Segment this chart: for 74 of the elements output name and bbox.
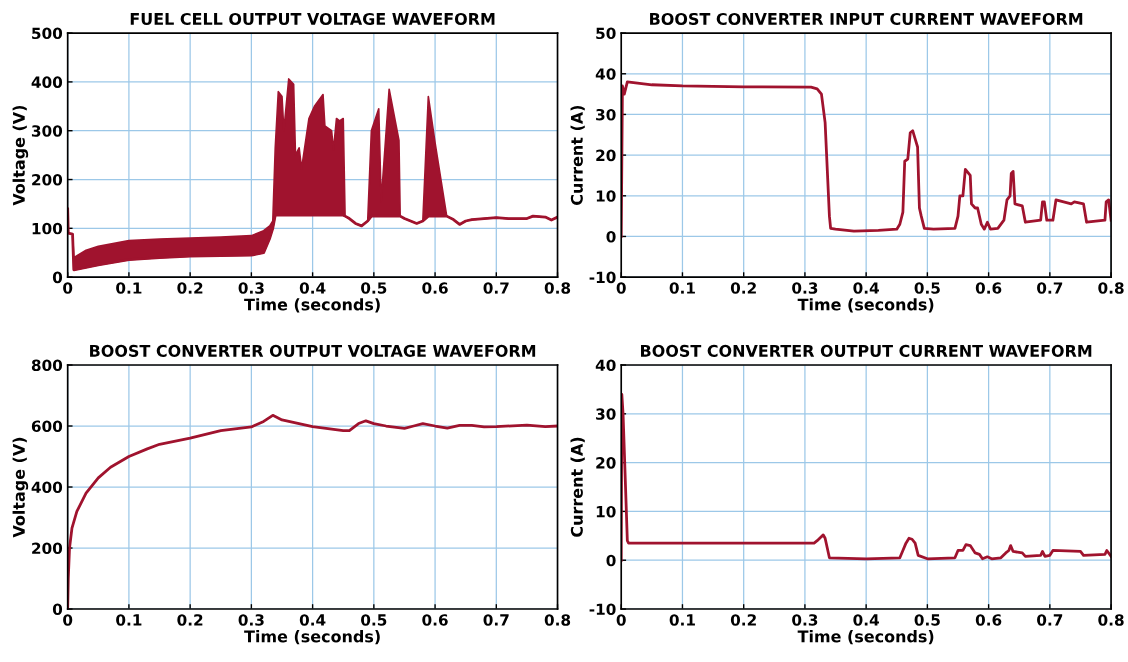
x-tick-label: 0.6	[422, 614, 448, 626]
y-axis-title: Current (A)	[570, 437, 585, 537]
x-axis-title: Time (seconds)	[797, 298, 934, 313]
y-tick-label: 500	[32, 27, 63, 40]
x-tick-label: 0.2	[177, 614, 203, 626]
y-tick-label: 40	[595, 359, 616, 372]
x-tick-label: 0.3	[792, 614, 818, 626]
x-tick-label: 0.7	[1037, 614, 1063, 626]
y-tick-label: 0	[52, 271, 63, 284]
y-tick-label: 30	[596, 408, 616, 420]
x-tick-label: 0	[616, 282, 626, 294]
y-tick-label: 300	[31, 125, 63, 137]
y-axis-title: Voltage (V)	[12, 105, 29, 206]
x-tick-label: 0.3	[792, 282, 818, 294]
line-series	[621, 392, 1112, 562]
line-series	[621, 80, 1112, 238]
y-tick-label: 20	[596, 457, 616, 469]
x-tick-label: 0.2	[177, 282, 203, 294]
chart-title: FUEL CELL OUTPUT VOLTAGE WAVEFORM	[130, 12, 495, 25]
x-tick-label: 0	[63, 614, 73, 626]
x-tick-label: 0.8	[544, 282, 571, 294]
x-tick-label: 0.5	[914, 614, 940, 626]
x-tick-label: 0.2	[730, 282, 756, 294]
x-tick-label: 0.1	[669, 614, 695, 626]
x-tick-label: 0.4	[299, 282, 326, 294]
x-tick-label: 0.1	[669, 282, 695, 294]
chart-title: BOOST CONVERTER OUTPUT VOLTAGE WAVEFORM	[90, 344, 536, 357]
y-tick-label: 200	[32, 173, 63, 186]
x-tick-label: 0.3	[238, 282, 264, 294]
x-tick-label: 0.6	[422, 282, 448, 294]
x-tick-label: 0.8	[1098, 614, 1124, 626]
x-tick-label: 0	[63, 282, 73, 294]
x-tick-label: 0.8	[544, 614, 571, 626]
y-tick-label: 200	[32, 542, 63, 555]
x-tick-label: 0.4	[853, 282, 879, 294]
x-tick-label: 0	[616, 614, 626, 626]
x-axis-title: Time (seconds)	[244, 298, 380, 313]
x-tick-label: 0.6	[975, 614, 1002, 626]
y-tick-label: 800	[31, 359, 63, 372]
x-axis-title: Time (seconds)	[797, 630, 934, 645]
y-tick-label: 50	[596, 27, 616, 40]
y-axis-title: Current (A)	[570, 105, 585, 205]
chart-title: BOOST CONVERTER OUTPUT CURRENT WAVEFORM	[641, 344, 1092, 357]
x-tick-label: 0.5	[914, 282, 940, 294]
y-tick-label: 10	[596, 505, 616, 518]
x-tick-label: 0.1	[116, 614, 142, 626]
x-tick-label: 0.8	[1098, 282, 1124, 294]
y-tick-label: 0	[606, 554, 616, 567]
y-tick-label: 40	[595, 68, 616, 80]
y-tick-label: -10	[589, 271, 616, 284]
x-tick-label: 0.4	[853, 614, 879, 626]
x-tick-label: 0.4	[299, 614, 326, 626]
y-tick-label: 0	[606, 230, 616, 243]
y-tick-label: 100	[32, 222, 63, 235]
x-tick-label: 0.5	[361, 282, 387, 294]
y-tick-label: 20	[596, 149, 616, 162]
x-tick-label: 0.2	[730, 614, 756, 626]
y-tick-label: 30	[596, 108, 616, 121]
x-tick-label: 0.6	[975, 282, 1002, 294]
y-tick-label: 400	[31, 481, 63, 494]
x-tick-label: 0.5	[361, 614, 387, 626]
x-tick-label: 0.7	[1037, 282, 1063, 294]
x-tick-label: 0.1	[116, 282, 142, 294]
x-tick-label: 0.7	[483, 282, 509, 294]
y-tick-label: -10	[589, 603, 616, 616]
y-tick-label: 0	[52, 603, 63, 616]
chart-title: BOOST CONVERTER INPUT CURRENT WAVEFORM	[650, 12, 1083, 25]
x-tick-label: 0.3	[238, 614, 264, 626]
y-tick-label: 600	[31, 420, 63, 433]
x-axis-title: Time (seconds)	[244, 630, 380, 645]
y-tick-label: 10	[596, 190, 616, 202]
y-axis-title: Voltage (V)	[12, 437, 29, 538]
x-tick-label: 0.7	[483, 614, 509, 626]
y-tick-label: 400	[31, 76, 63, 88]
